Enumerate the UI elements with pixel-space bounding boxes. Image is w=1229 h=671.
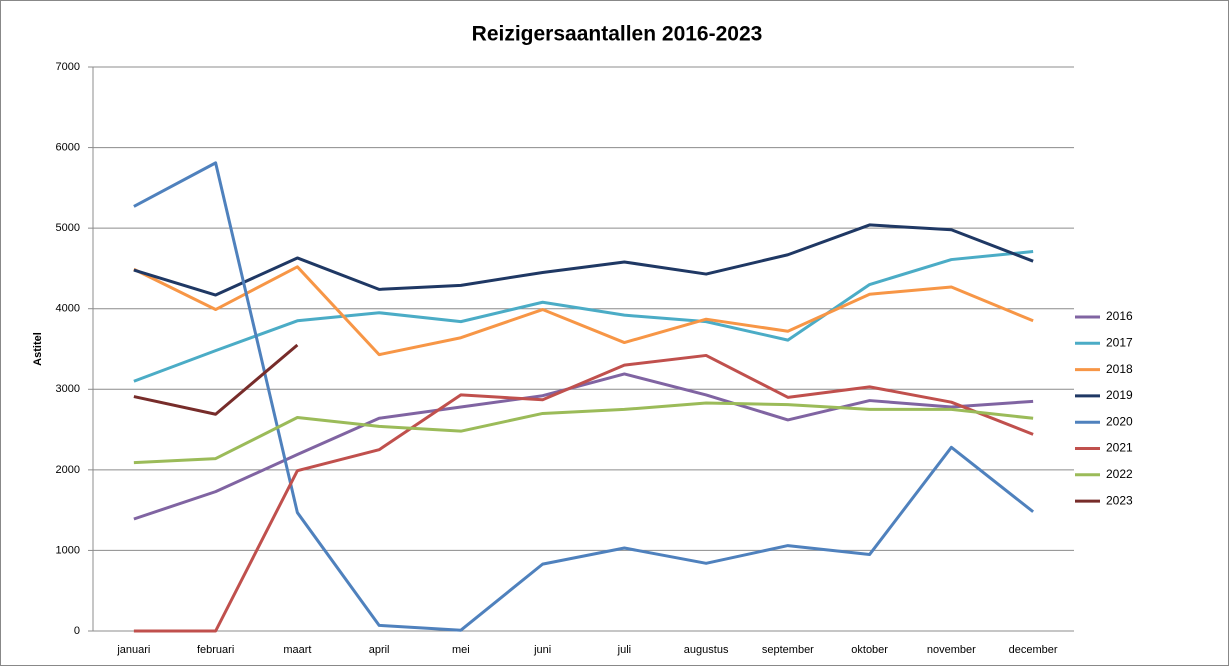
legend-label: 2022 <box>1106 467 1133 481</box>
x-tick-label: juni <box>533 644 551 656</box>
x-tick-label: mei <box>452 644 470 656</box>
legend-label: 2020 <box>1106 414 1133 428</box>
series-line <box>133 250 1034 383</box>
chart-title: Reizigersaantallen 2016-2023 <box>472 23 763 46</box>
x-tick-label: september <box>762 644 814 656</box>
series-line <box>133 161 1035 632</box>
series-line <box>133 223 1034 297</box>
x-tick-label: juli <box>617 644 631 656</box>
legend-label: 2023 <box>1106 493 1133 507</box>
y-tick-label: 4000 <box>56 303 80 315</box>
x-tick-label: oktober <box>851 644 888 656</box>
legend-label: 2016 <box>1106 309 1133 323</box>
x-tick-label: januari <box>116 644 150 656</box>
legend-label: 2019 <box>1106 388 1133 402</box>
legend-label: 2021 <box>1106 441 1133 455</box>
x-tick-label: maart <box>283 644 311 656</box>
legend-label: 2017 <box>1106 335 1133 349</box>
series-line <box>133 353 1034 633</box>
x-tick-label: februari <box>197 644 234 656</box>
y-tick-label: 5000 <box>56 222 80 234</box>
series-line <box>133 343 299 416</box>
x-tick-label: augustus <box>684 644 729 656</box>
series-line <box>133 401 1034 465</box>
y-tick-label: 6000 <box>56 141 80 153</box>
series-line <box>133 265 1034 357</box>
y-tick-label: 2000 <box>56 464 80 476</box>
x-tick-label: april <box>369 644 390 656</box>
y-tick-label: 1000 <box>56 544 80 556</box>
legend-label: 2018 <box>1106 362 1133 376</box>
x-tick-label: november <box>927 644 976 656</box>
x-tick-label: december <box>1009 644 1058 656</box>
y-axis-label: Astitel <box>32 332 44 366</box>
y-tick-label: 7000 <box>56 61 80 73</box>
y-tick-label: 0 <box>74 625 80 637</box>
y-tick-label: 3000 <box>56 383 80 395</box>
